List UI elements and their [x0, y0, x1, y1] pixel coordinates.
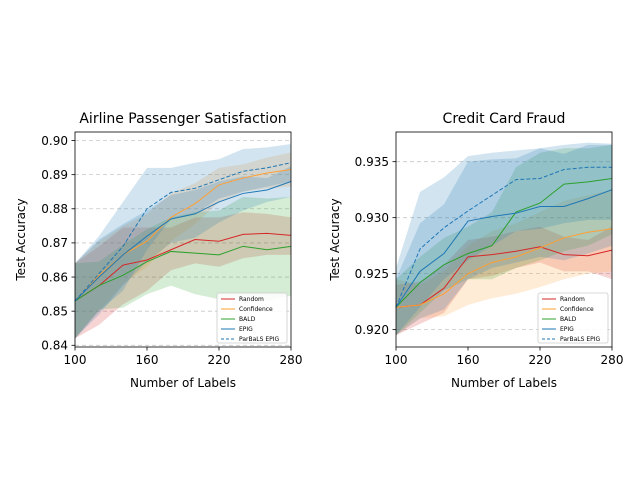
chart-credit-card-fraud: 100 160 220 280 0.920 0.925 0.930 0.935 Credit C…	[328, 111, 623, 390]
legend: Random Confidence BALD EPIG ParBaLS EPIG	[537, 292, 609, 344]
y-tick-label-0-935: 0.935	[355, 155, 389, 169]
legend-label-parbals-epig: ParBaLS EPIG	[560, 336, 601, 343]
y-tick-label-0-925: 0.925	[355, 267, 389, 281]
y-tick-label-0-84: 0.84	[41, 339, 68, 353]
x-axis-label: Number of Labels	[130, 376, 236, 390]
x-tick-label-160: 160	[136, 353, 159, 367]
axes-frame	[74, 131, 292, 348]
legend-label-bald: BALD	[560, 316, 577, 323]
series-line-confidence	[395, 228, 613, 308]
legend-label-random: Random	[239, 296, 264, 303]
x-tick-label-100: 100	[385, 353, 408, 367]
chart-airline-passenger-satisfaction: 100 160 220 280 0.84 0.85 0.86 0.87 0.88 0.89 0.90…	[14, 111, 302, 390]
x-tick-label-220: 220	[208, 353, 231, 367]
series-line-parbals-epig	[395, 166, 612, 308]
legend-label-confidence: Confidence	[239, 306, 273, 313]
band-parbals-epig	[75, 143, 291, 339]
x-tick-label-280: 280	[601, 353, 624, 367]
series-line-bald	[395, 177, 613, 308]
x-axis-label: Number of Labels	[451, 376, 557, 390]
series-line-epig	[74, 181, 292, 302]
y-axis-label: Test Accuracy	[328, 198, 342, 281]
y-tick-label-0-90: 0.90	[41, 134, 68, 148]
legend-box	[537, 292, 609, 344]
y-tick-label-0-86: 0.86	[41, 270, 68, 284]
y-tick-label-0-89: 0.89	[41, 168, 68, 182]
legend-label-epig: EPIG	[560, 326, 574, 333]
y-tick-label-0-88: 0.88	[41, 202, 68, 216]
band-parbals-epig	[396, 142, 612, 336]
x-tick-label-220: 220	[529, 353, 552, 367]
y-axis-label: Test Accuracy	[14, 198, 28, 281]
y-tick-label-0-920: 0.920	[355, 323, 389, 337]
y-tick-label-0-930: 0.930	[355, 211, 389, 225]
legend-label-confidence: Confidence	[560, 306, 594, 313]
legend-label-parbals-epig: ParBaLS EPIG	[239, 336, 280, 343]
y-tick-label-0-87: 0.87	[41, 236, 68, 250]
legend: Random Confidence BALD EPIG ParBaLS EPIG	[216, 292, 288, 344]
band-random	[396, 226, 612, 336]
band-confidence	[75, 152, 291, 339]
band-epig	[396, 144, 612, 336]
band-epig	[75, 166, 291, 339]
series-line-confidence	[74, 169, 292, 302]
legend-box	[216, 292, 288, 344]
axes-frame	[395, 131, 613, 348]
band-bald	[75, 196, 291, 339]
y-tick-label-0-85: 0.85	[41, 304, 68, 318]
chart-title: Airline Passenger Satisfaction	[79, 111, 286, 127]
series-line-random	[74, 232, 292, 302]
series-line-random	[395, 246, 613, 308]
x-tick-label-280: 280	[280, 353, 303, 367]
band-random	[75, 212, 291, 339]
series-line-parbals-epig	[74, 162, 292, 302]
x-tick-label-160: 160	[457, 353, 480, 367]
legend-label-random: Random	[560, 296, 585, 303]
chart-title: Credit Card Fraud	[443, 111, 566, 127]
legend-label-epig: EPIG	[239, 326, 253, 333]
series-line-bald	[74, 245, 292, 302]
x-tick-label-100: 100	[64, 353, 87, 367]
series-line-epig	[395, 189, 613, 308]
band-bald	[396, 144, 612, 336]
legend-label-bald: BALD	[239, 316, 256, 323]
band-confidence	[396, 189, 612, 336]
